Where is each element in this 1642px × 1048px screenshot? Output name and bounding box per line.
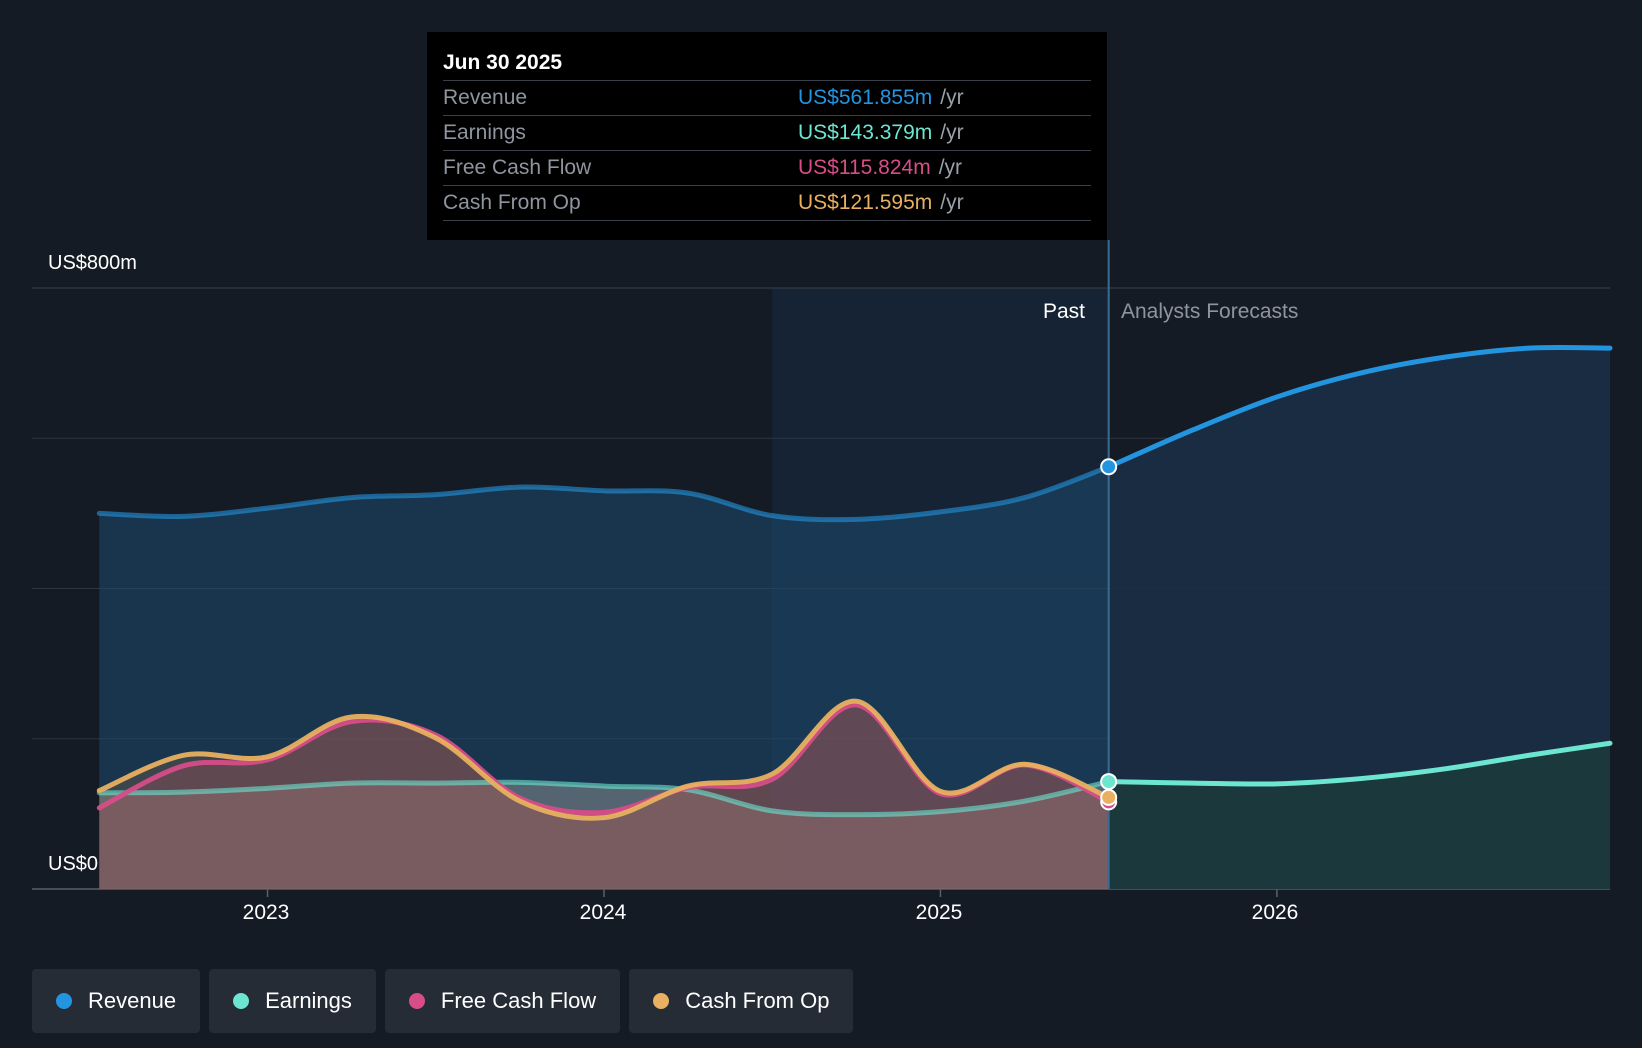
y-tick-label-top: US$800m [48, 252, 137, 274]
legend-item-revenue[interactable]: Revenue [32, 969, 201, 1033]
tooltip-row-revenue: Revenue US$561.855m /yr [443, 81, 1091, 116]
tooltip-unit: /yr [940, 121, 964, 144]
data-tooltip: Jun 30 2025 Revenue US$561.855m /yr Earn… [427, 32, 1107, 240]
cash-from-op-marker [1100, 788, 1118, 806]
legend-item-earnings[interactable]: Earnings [209, 969, 376, 1033]
tooltip-unit: /yr [938, 156, 963, 179]
chart-legend: Revenue Earnings Free Cash Flow Cash Fro… [32, 969, 854, 1033]
legend-item-free-cash-flow[interactable]: Free Cash Flow [384, 969, 621, 1033]
tooltip-value: US$115.824m [798, 156, 931, 179]
x-tick-label: 2024 [579, 901, 627, 924]
series-lines [96, 344, 1613, 821]
revenue-line [96, 464, 1112, 523]
cash-from-op-area [99, 701, 1109, 889]
tooltip-label: Revenue [443, 86, 528, 109]
tooltip-value: US$121.595m [798, 191, 933, 214]
legend-dot-icon [56, 993, 72, 1009]
past-label: Past [1043, 300, 1086, 323]
x-tick-label: 2023 [242, 901, 290, 924]
earnings-marker [1100, 773, 1118, 791]
tooltip-row-free-cash-flow: Free Cash Flow US$115.824m /yr [443, 151, 1091, 186]
legend-label: Cash From Op [685, 988, 830, 1013]
tooltip-unit: /yr [940, 86, 964, 109]
tooltip-value: US$143.379m [798, 121, 933, 144]
revenue-forecast-area [1108, 347, 1610, 889]
legend-dot-icon [653, 993, 670, 1009]
cash-from-op-line [96, 698, 1112, 821]
legend-label: Revenue [88, 988, 177, 1013]
legend-item-cash-from-op[interactable]: Cash From Op [629, 969, 854, 1033]
forecast-label: Analysts Forecasts [1121, 300, 1299, 323]
legend-dot-icon [408, 993, 425, 1009]
earnings-line [96, 779, 1112, 818]
x-tick-label: 2026 [1251, 901, 1299, 924]
tooltip-date: Jun 30 2025 [443, 46, 1091, 81]
earnings-area [99, 781, 1109, 889]
tooltip-row-cash-from-op: Cash From Op US$121.595m /yr [443, 186, 1091, 221]
legend-label: Free Cash Flow [440, 988, 597, 1013]
earnings-forecast-line [1106, 740, 1613, 787]
tooltip-unit: /yr [940, 191, 964, 214]
revenue-marker [1100, 458, 1118, 476]
tooltip-row-earnings: Earnings US$143.379m /yr [443, 116, 1091, 151]
y-tick-label-bottom: US$0 [48, 853, 99, 875]
tooltip-label: Earnings [443, 121, 526, 144]
free-cash-flow-area [99, 704, 1109, 889]
tooltip-label: Cash From Op [443, 191, 581, 214]
legend-label: Earnings [265, 988, 352, 1013]
tooltip-value: US$561.855m [798, 86, 933, 109]
x-tick-label: 2025 [915, 901, 963, 924]
legend-dot-icon [233, 993, 250, 1009]
tooltip-markers [1100, 458, 1118, 811]
revenue-forecast-line [1106, 344, 1613, 470]
earnings-forecast-area [1108, 743, 1610, 889]
tooltip-label: Free Cash Flow [443, 156, 592, 179]
